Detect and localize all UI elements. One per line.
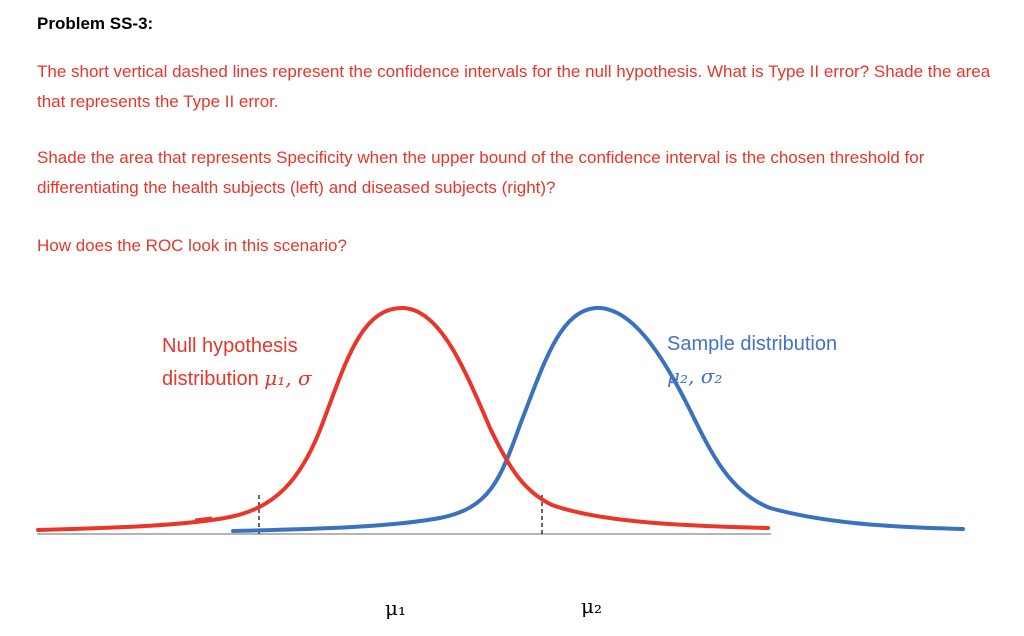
question-roc: How does the ROC look in this scenario? (37, 236, 347, 255)
sample-distribution-label: Sample distribution μ₂, σ₂ (667, 333, 838, 388)
problem-title: Problem SS-3: (37, 14, 154, 33)
sample-distribution-curve (231, 305, 965, 533)
null-curve-mark (194, 516, 213, 522)
mu2-label: μ₂ (581, 594, 603, 618)
mu1-label: μ₁ (385, 596, 407, 620)
question-specificity: Shade the area that represents Specifici… (37, 148, 925, 197)
null-distribution-label: Null hypothesis distribution μ₁, σ (162, 335, 312, 390)
null-distribution-curve (36, 305, 770, 532)
question-type-ii-error: The short vertical dashed lines represen… (37, 62, 991, 111)
